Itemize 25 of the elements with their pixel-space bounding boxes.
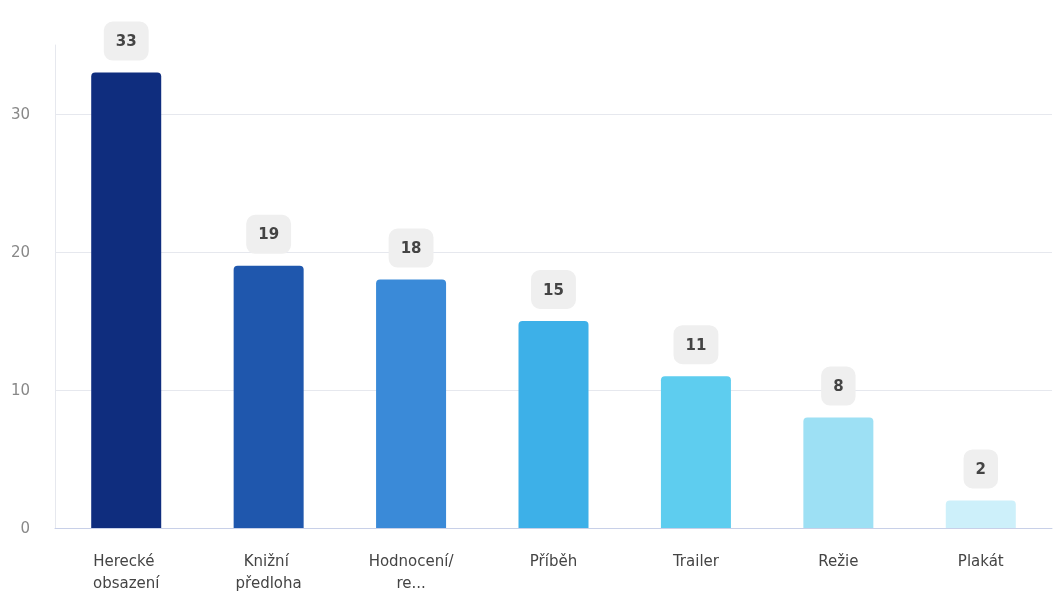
y-tick-label: 20 (10, 243, 30, 261)
bar (660, 376, 731, 528)
bar (233, 265, 304, 528)
bar (945, 500, 1016, 528)
y-tick-label: 0 (20, 519, 30, 537)
data-label: 11 (685, 335, 707, 354)
y-tick-label: 10 (10, 381, 30, 399)
x-tick-label: Hodnocení/re... (368, 552, 455, 592)
data-label: 8 (833, 377, 844, 396)
bar (91, 72, 162, 528)
x-tick-label: Režie (818, 552, 859, 570)
data-label: 2 (975, 459, 986, 478)
x-tick-label: Herecké obsazení (92, 552, 161, 592)
data-label: 19 (258, 225, 280, 244)
data-label: 18 (400, 239, 422, 258)
bar (518, 321, 589, 528)
bar (376, 279, 447, 528)
data-label: 15 (543, 280, 564, 299)
y-tick-label: 30 (10, 105, 30, 123)
x-tick-label: Plakát (957, 552, 1004, 570)
bar (803, 417, 874, 528)
x-tick-label: Knižní předloha (235, 552, 302, 592)
x-tick-label: Trailer (671, 552, 720, 570)
data-label: 33 (115, 32, 137, 51)
x-tick-label: Příběh (529, 552, 578, 570)
